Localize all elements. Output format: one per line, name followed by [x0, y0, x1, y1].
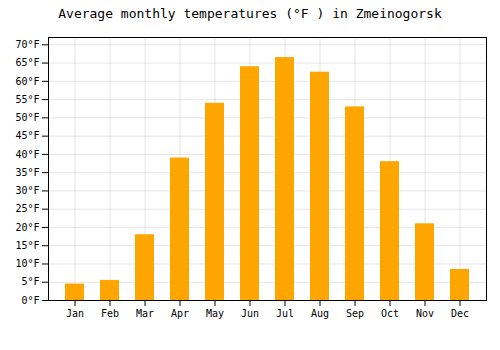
svg-text:5°F: 5°F: [21, 276, 39, 287]
svg-text:20°F: 20°F: [15, 222, 39, 233]
svg-text:60°F: 60°F: [15, 76, 39, 87]
svg-text:70°F: 70°F: [15, 39, 39, 50]
svg-text:Apr: Apr: [171, 308, 189, 319]
svg-text:Feb: Feb: [101, 308, 119, 319]
svg-text:15°F: 15°F: [15, 240, 39, 251]
svg-text:Oct: Oct: [381, 308, 399, 319]
svg-text:Sep: Sep: [346, 308, 364, 319]
svg-text:35°F: 35°F: [15, 167, 39, 178]
svg-text:Nov: Nov: [416, 308, 434, 319]
svg-text:Jan: Jan: [66, 308, 84, 319]
svg-text:50°F: 50°F: [15, 112, 39, 123]
svg-text:30°F: 30°F: [15, 185, 39, 196]
svg-text:65°F: 65°F: [15, 57, 39, 68]
svg-text:45°F: 45°F: [15, 130, 39, 141]
svg-text:Aug: Aug: [311, 308, 329, 319]
svg-text:40°F: 40°F: [15, 149, 39, 160]
svg-text:25°F: 25°F: [15, 203, 39, 214]
svg-text:0°F: 0°F: [21, 295, 39, 306]
svg-text:55°F: 55°F: [15, 94, 39, 105]
svg-text:10°F: 10°F: [15, 258, 39, 269]
svg-text:Jun: Jun: [241, 308, 259, 319]
svg-text:Dec: Dec: [451, 308, 469, 319]
svg-text:May: May: [206, 308, 224, 319]
svg-text:Jul: Jul: [276, 308, 294, 319]
html-text:Average monthly temperatures (: Average monthly temperatures (°F ) in Zm…: [58, 6, 442, 21]
svg-text:Mar: Mar: [136, 308, 154, 319]
